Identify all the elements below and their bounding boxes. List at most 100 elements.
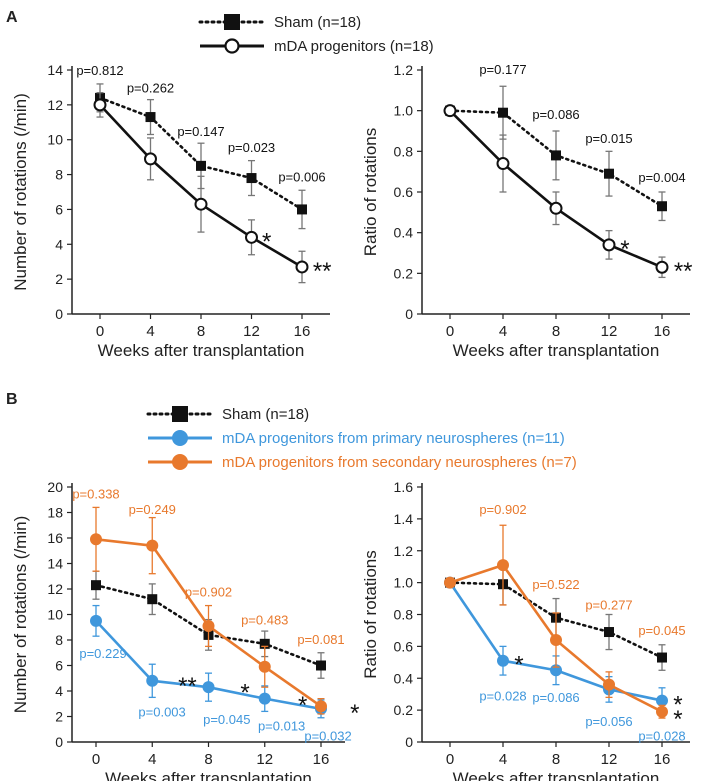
y-tick-label: 1.0 bbox=[394, 103, 414, 119]
x-tick-label: 16 bbox=[294, 323, 311, 340]
p-value-label: p=0.229 bbox=[79, 646, 126, 661]
x-tick-label: 4 bbox=[146, 323, 154, 340]
y-tick-label: 14 bbox=[47, 556, 63, 572]
p-value-label: p=0.015 bbox=[585, 131, 632, 146]
data-point bbox=[258, 660, 271, 673]
x-tick-label: 16 bbox=[313, 751, 330, 768]
significance-star: * bbox=[620, 236, 629, 263]
y-tick-label: 1.4 bbox=[394, 511, 414, 527]
data-point bbox=[259, 638, 270, 649]
data-point bbox=[90, 614, 102, 627]
y-tick-label: 10 bbox=[47, 607, 63, 623]
significance-star: * bbox=[350, 700, 359, 727]
x-tick-label: 12 bbox=[243, 323, 260, 340]
significance-star: ** bbox=[178, 673, 197, 700]
data-point bbox=[496, 157, 510, 171]
data-point bbox=[145, 112, 156, 123]
legend-text: mDA progenitors from secondary neurosphe… bbox=[222, 454, 577, 471]
data-point bbox=[656, 694, 668, 707]
p-value-label: p=0.023 bbox=[228, 140, 275, 155]
series-1 bbox=[90, 604, 327, 719]
p-value-label: p=0.056 bbox=[585, 714, 632, 729]
data-point bbox=[297, 204, 307, 215]
y-tick-label: 0.4 bbox=[394, 225, 414, 241]
y-tick-label: 1.2 bbox=[394, 62, 414, 78]
data-point bbox=[147, 594, 158, 605]
x-tick-label: 16 bbox=[654, 323, 671, 340]
x-tick-label: 8 bbox=[197, 323, 205, 340]
y-tick-label: 0 bbox=[405, 734, 413, 750]
legend-item-0: Sham (n=18) bbox=[198, 14, 361, 31]
y-tick-label: 0 bbox=[55, 734, 63, 750]
legend-item-1: mDA progenitors (n=18) bbox=[200, 38, 434, 55]
p-value-label: p=0.013 bbox=[258, 719, 305, 734]
data-point bbox=[202, 681, 215, 694]
y-axis-label: Ratio of rotations bbox=[361, 550, 380, 679]
x-tick-label: 8 bbox=[552, 323, 560, 340]
data-point bbox=[245, 230, 258, 244]
y-tick-label: 4 bbox=[55, 683, 63, 699]
significance-star: * bbox=[240, 679, 249, 706]
legend-panel-b: Sham (n=18) mDA progenitors from primary … bbox=[146, 406, 577, 471]
x-tick-label: 8 bbox=[204, 751, 212, 768]
data-point bbox=[603, 678, 615, 691]
x-tick-label: 0 bbox=[446, 751, 454, 768]
significance-star: * bbox=[298, 692, 307, 719]
p-value-label: p=0.003 bbox=[138, 705, 185, 720]
p-value-label: p=0.249 bbox=[129, 502, 176, 517]
series-1 bbox=[93, 92, 309, 284]
p-value-label: p=0.147 bbox=[177, 124, 224, 139]
x-tick-label: 4 bbox=[499, 751, 507, 768]
y-tick-label: 18 bbox=[47, 505, 63, 521]
x-axis-label: Weeks after transplantation bbox=[105, 769, 312, 781]
panel-b-label: B bbox=[6, 391, 18, 408]
p-value-label: p=0.522 bbox=[532, 577, 579, 592]
legend-text: Sham (n=18) bbox=[274, 14, 361, 31]
p-value-label: p=0.081 bbox=[297, 632, 344, 647]
p-value-label: p=0.004 bbox=[638, 170, 685, 185]
y-tick-label: 0.8 bbox=[394, 143, 414, 159]
y-tick-label: 1.6 bbox=[394, 479, 414, 495]
data-point bbox=[246, 173, 257, 184]
y-axis-label: Number of rotations (/min) bbox=[11, 93, 30, 290]
p-value-label: p=0.032 bbox=[304, 729, 351, 744]
y-tick-label: 10 bbox=[47, 132, 63, 148]
y-tick-label: 16 bbox=[47, 530, 63, 546]
data-point bbox=[549, 201, 563, 215]
significance-star: * bbox=[673, 706, 682, 733]
significance-star: ** bbox=[674, 258, 693, 285]
legend-text: mDA progenitors from primary neurosphere… bbox=[222, 430, 565, 447]
x-tick-label: 0 bbox=[446, 323, 454, 340]
y-tick-label: 2 bbox=[55, 271, 63, 287]
data-point bbox=[295, 260, 309, 274]
y-tick-label: 1.0 bbox=[394, 575, 414, 591]
y-tick-label: 0.4 bbox=[394, 670, 414, 686]
y-tick-label: 20 bbox=[47, 479, 63, 495]
y-tick-label: 6 bbox=[55, 658, 63, 674]
p-value-label: p=0.086 bbox=[532, 690, 579, 705]
y-tick-label: 0.8 bbox=[394, 607, 414, 623]
x-tick-label: 0 bbox=[96, 323, 104, 340]
y-tick-label: 8 bbox=[55, 167, 63, 183]
data-point bbox=[316, 660, 326, 671]
p-value-label: p=0.277 bbox=[585, 598, 632, 613]
data-point bbox=[444, 576, 456, 589]
y-tick-label: 1.2 bbox=[394, 543, 414, 559]
x-axis-label: Weeks after transplantation bbox=[453, 769, 660, 781]
panel-a-label: A bbox=[6, 9, 18, 26]
p-value-label: p=0.483 bbox=[241, 613, 288, 628]
data-point bbox=[657, 201, 667, 212]
significance-star: * bbox=[673, 692, 682, 719]
p-value-label: p=0.086 bbox=[532, 107, 579, 122]
p-value-label: p=0.262 bbox=[127, 81, 174, 96]
data-point bbox=[655, 260, 669, 274]
y-tick-label: 0.2 bbox=[394, 702, 414, 718]
data-point bbox=[550, 634, 562, 646]
data-point bbox=[497, 559, 509, 572]
y-tick-label: 8 bbox=[55, 632, 63, 648]
data-point bbox=[144, 152, 157, 166]
y-tick-label: 0.6 bbox=[394, 184, 414, 200]
data-point bbox=[258, 692, 271, 705]
